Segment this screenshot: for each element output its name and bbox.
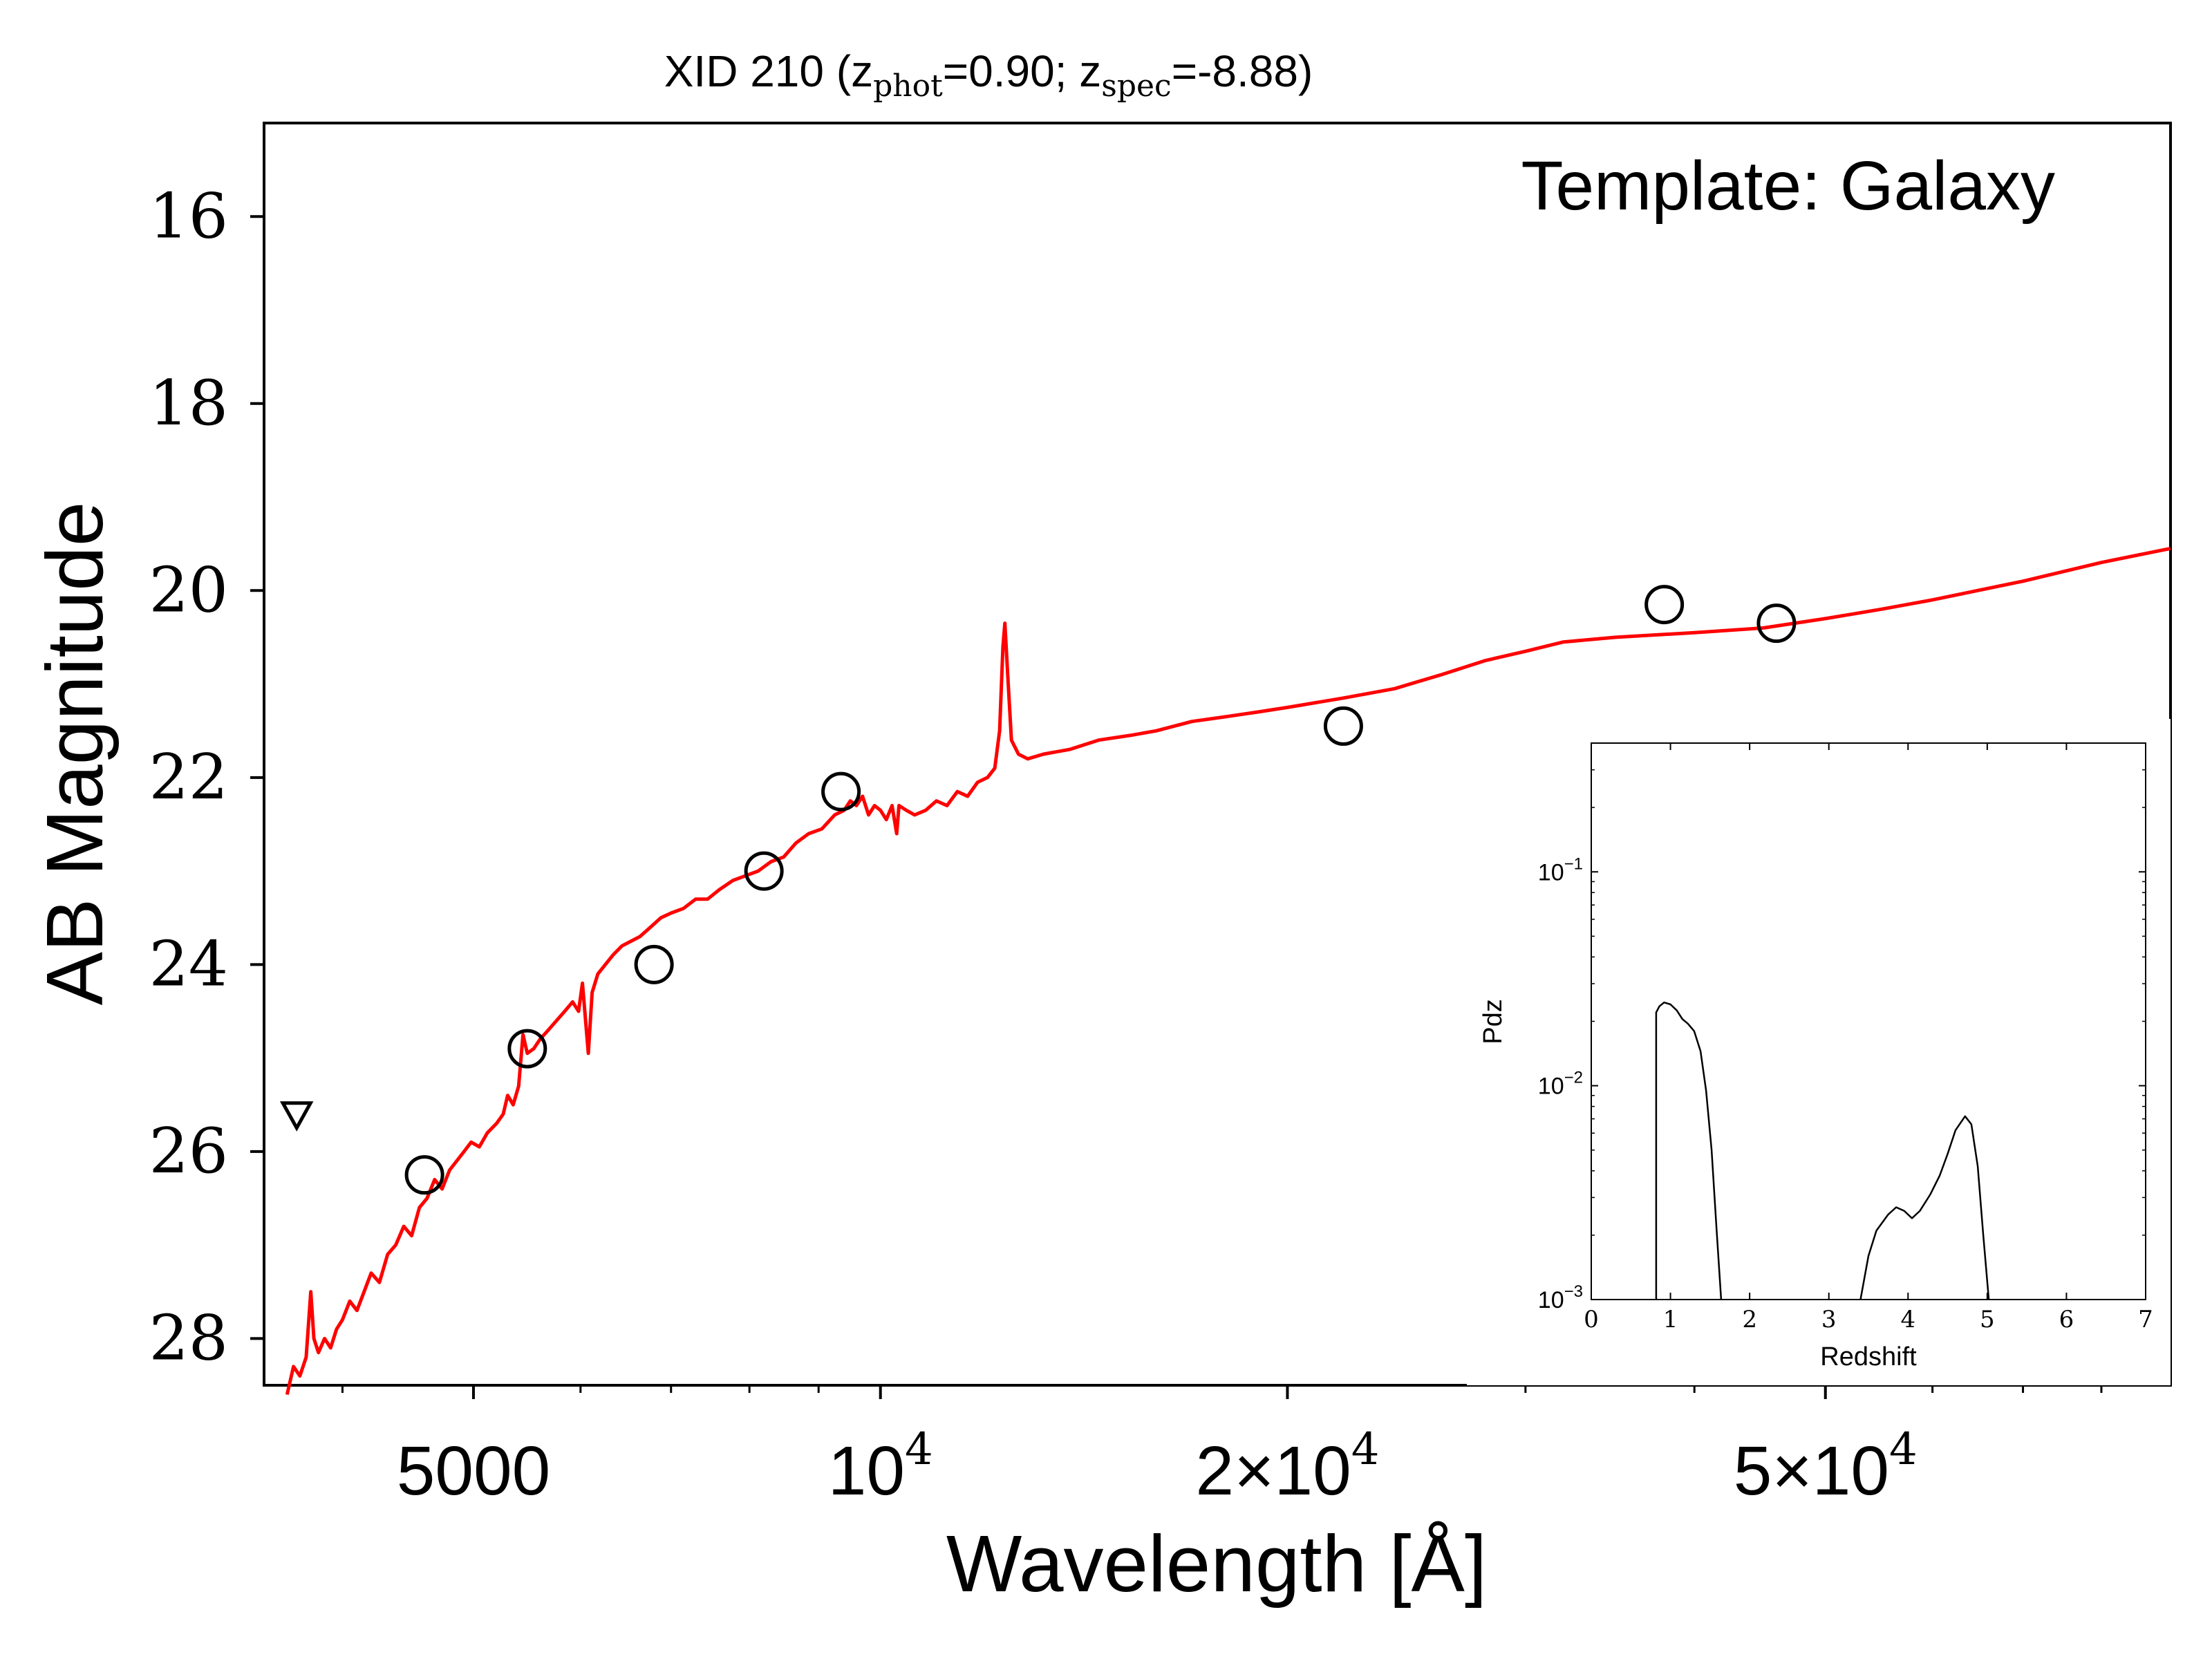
y-tick-label: 28	[149, 1302, 228, 1374]
photometry-point	[404, 1155, 444, 1195]
x-tick-label: 2×104	[1195, 1424, 1379, 1510]
photometry-point	[1756, 603, 1797, 644]
pdz-inset: 0 1 2 3 4 5 6 7 10−1 10−2 10−3 Redshift Pdz	[1467, 719, 2171, 1385]
inset-x-tick-label: 5	[1980, 1306, 1995, 1333]
x-axis-label: Wavelength [Å]	[946, 1519, 1487, 1609]
inset-ticks: 0 1 2 3 4 5 6 7 10−1 10−2 10−3	[1538, 742, 2153, 1333]
inset-x-tick-label: 3	[1821, 1306, 1837, 1333]
y-tick-label: 20	[149, 554, 228, 626]
inset-y-tick-label: 10−3	[1538, 1282, 1583, 1313]
photometry-point	[1644, 585, 1685, 625]
photometry-point	[507, 1029, 547, 1069]
inset-y-tick-label: 10−1	[1538, 854, 1583, 885]
photometry-point	[1323, 706, 1363, 746]
inset-x-tick-label: 2	[1742, 1306, 1757, 1333]
model-spectrum	[285, 546, 2171, 1396]
y-tick-label: 26	[149, 1115, 228, 1188]
y-tick-label: 24	[149, 928, 228, 1000]
y-tick-label: 18	[149, 367, 228, 440]
inset-y-label: Pdz	[1479, 999, 1508, 1044]
chart-title: XID 210 (zphot=0.90; zspec=-8.88)	[664, 46, 1313, 104]
inset-x-tick-label: 6	[2059, 1306, 2074, 1333]
pdz-curve	[1655, 1001, 1990, 1300]
photometry-points	[279, 585, 1797, 1195]
pdz-curve-segment	[1655, 1001, 1723, 1300]
photometry-point	[821, 771, 861, 812]
inset-background	[1467, 719, 2171, 1385]
inset-y-tick-label: 10−2	[1538, 1069, 1583, 1100]
y-axis-ticks: 16 18 20 22 24 26 28	[149, 180, 264, 1374]
model-spectrum-line	[285, 546, 2171, 1396]
inset-x-tick-label: 1	[1663, 1306, 1678, 1333]
y-tick-label: 16	[149, 180, 228, 252]
pdz-curve-segment	[1859, 1115, 1990, 1300]
inset-x-tick-label: 0	[1584, 1306, 1599, 1333]
x-tick-label: 5000	[397, 1432, 550, 1510]
inset-x-label: Redshift	[1820, 1342, 1917, 1371]
upper-limit-marker	[279, 1101, 314, 1132]
template-annotation: Template: Galaxy	[1521, 147, 2055, 225]
x-axis-ticks: 5000 104 2×104 5×104	[341, 1385, 2103, 1510]
y-axis-label: AB Magnitude	[30, 502, 120, 1006]
inset-x-tick-label: 7	[2138, 1306, 2153, 1333]
photometry-point	[634, 944, 674, 984]
y-tick-label: 22	[149, 741, 228, 814]
inset-x-tick-label: 4	[1900, 1306, 1915, 1333]
photometry-point	[744, 851, 784, 891]
x-tick-label: 5×104	[1734, 1424, 1918, 1510]
x-tick-label: 104	[828, 1424, 933, 1510]
